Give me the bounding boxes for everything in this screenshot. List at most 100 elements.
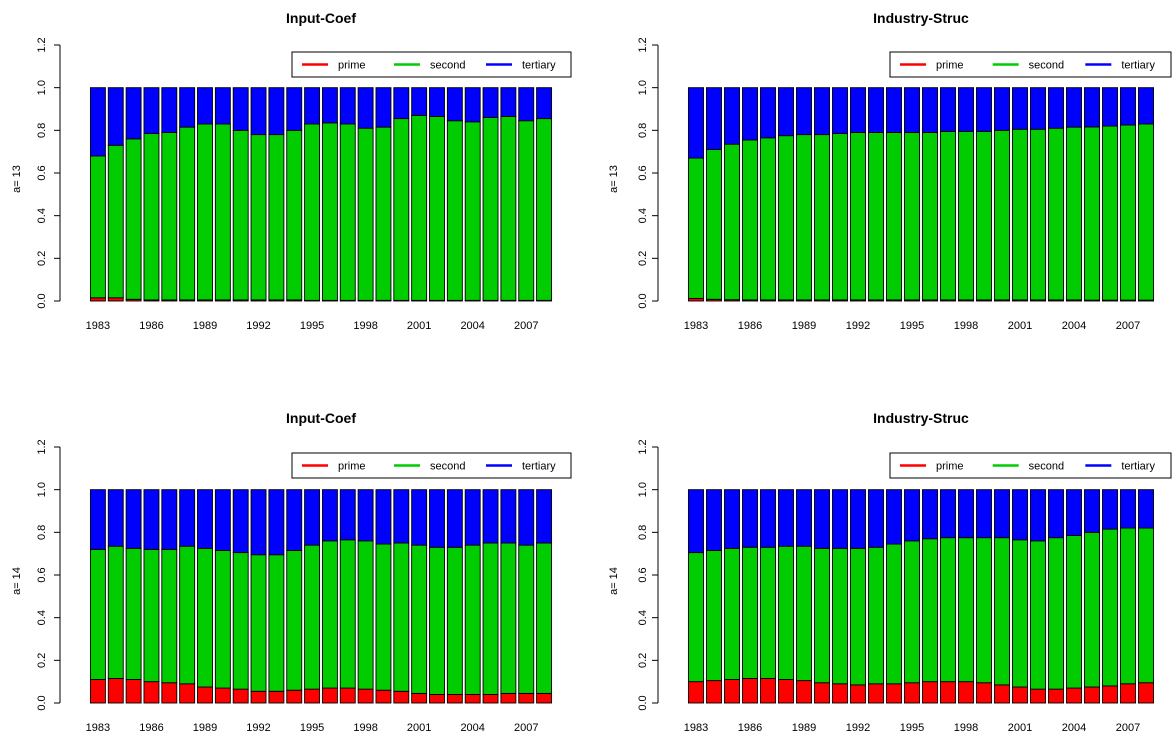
bar-prime-2003 <box>446 694 463 704</box>
bar-second-2008 <box>536 542 553 694</box>
bar-tertiary-1985 <box>723 489 741 549</box>
bar-tertiary-2008 <box>1137 489 1155 529</box>
x-tick-label: 2004 <box>1062 320 1086 332</box>
bar-prime-2005 <box>1083 686 1101 704</box>
y-axis-label: a= 13 <box>608 165 620 193</box>
bar-tertiary-1985 <box>125 489 142 549</box>
y-tick-label: 0.6 <box>637 567 649 582</box>
x-tick-label: 1983 <box>684 320 708 332</box>
bar-tertiary-2005 <box>1083 489 1101 533</box>
bar-prime-2004 <box>464 694 481 704</box>
bar-second-1999 <box>375 126 392 301</box>
bar-tertiary-2003 <box>446 87 463 122</box>
bar-prime-1986 <box>741 678 759 704</box>
bar-prime-1983 <box>687 681 705 704</box>
y-tick-label: 0.6 <box>637 165 649 180</box>
y-tick-label: 1.0 <box>36 80 48 95</box>
bar-second-1984 <box>107 144 124 299</box>
bar-second-1994 <box>885 543 903 685</box>
bar-prime-2007 <box>518 692 535 704</box>
bar-tertiary-1994 <box>286 489 303 551</box>
bar-tertiary-1997 <box>339 87 356 125</box>
bar-tertiary-2003 <box>1047 87 1065 129</box>
y-tick-label: 0.0 <box>637 695 649 710</box>
bar-tertiary-1986 <box>143 489 160 550</box>
bar-second-1996 <box>321 540 338 689</box>
bar-second-2002 <box>1029 128 1047 301</box>
bar-prime-1987 <box>161 682 178 704</box>
bar-second-1999 <box>975 537 993 684</box>
legend-box <box>889 51 1172 78</box>
x-tick-label: 1998 <box>954 320 978 332</box>
x-tick-label: 2001 <box>407 320 431 332</box>
bar-tertiary-1995 <box>903 489 921 542</box>
x-tick-label: 2007 <box>1116 722 1140 734</box>
bar-second-1987 <box>161 132 178 301</box>
bar-tertiary-2008 <box>1137 87 1155 125</box>
bar-second-1988 <box>179 126 196 301</box>
x-tick-label: 1995 <box>300 722 324 734</box>
bar-tertiary-1984 <box>107 87 124 146</box>
bar-tertiary-1983 <box>89 489 106 550</box>
bar-second-1992 <box>250 554 267 692</box>
bar-prime-1983 <box>89 297 106 302</box>
bar-second-1992 <box>849 547 867 686</box>
x-tick-label: 1989 <box>792 722 816 734</box>
chart-panel-1: Input-Coef a= 13 0.0 0.2 0.4 0.6 0.8 1.0 1.2 1983… <box>11 10 572 332</box>
bar-tertiary-1987 <box>759 87 777 139</box>
bar-prime-1993 <box>268 690 285 704</box>
legend-box <box>291 452 572 479</box>
bar-tertiary-1988 <box>179 489 196 547</box>
bar-second-1999 <box>375 543 392 691</box>
bar-second-1987 <box>161 548 178 684</box>
y-tick-label: 0.4 <box>637 610 649 625</box>
bar-second-1988 <box>777 545 795 680</box>
chart-title: Input-Coef <box>286 410 356 426</box>
bar-prime-1984 <box>107 678 124 704</box>
bar-second-1983 <box>89 548 106 680</box>
bar-prime-2002 <box>429 694 445 704</box>
bar-tertiary-1993 <box>268 489 285 556</box>
bar-tertiary-2007 <box>1119 489 1137 529</box>
bar-tertiary-1997 <box>339 489 356 541</box>
x-tick-label: 2004 <box>460 722 484 734</box>
bar-second-2006 <box>1101 528 1119 687</box>
bar-tertiary-2006 <box>1101 87 1119 127</box>
bar-prime-1996 <box>921 681 939 704</box>
bar-tertiary-2004 <box>1065 489 1083 536</box>
x-tick-label: 1989 <box>792 320 816 332</box>
x-tick-label: 2007 <box>514 320 538 332</box>
bar-tertiary-2002 <box>1029 489 1047 542</box>
x-tick-label: 1995 <box>900 722 924 734</box>
bar-tertiary-1987 <box>161 489 178 550</box>
bar-tertiary-1997 <box>939 87 957 132</box>
bar-tertiary-2006 <box>500 489 517 544</box>
y-tick-label: 0.4 <box>36 208 48 223</box>
y-tick-label: 0.8 <box>637 123 649 138</box>
x-tick-label: 1992 <box>846 320 870 332</box>
bar-second-1988 <box>777 135 795 301</box>
bar-tertiary-1992 <box>250 489 267 556</box>
y-tick-label: 1.0 <box>36 482 48 497</box>
bar-tertiary-2000 <box>993 87 1011 131</box>
chart-title: Industry-Struc <box>873 10 969 26</box>
x-tick-label: 1992 <box>246 722 270 734</box>
bar-prime-2006 <box>1101 685 1119 704</box>
x-tick-label: 1983 <box>86 722 110 734</box>
legend-label-second: second <box>430 60 465 72</box>
bar-tertiary-2001 <box>411 489 428 546</box>
bar-second-1990 <box>214 550 231 689</box>
bar-second-1997 <box>939 130 957 301</box>
bar-second-2007 <box>518 120 535 301</box>
bar-second-2003 <box>1047 537 1065 690</box>
bar-prime-1985 <box>723 679 741 704</box>
x-tick-label: 1989 <box>193 722 217 734</box>
bar-second-1999 <box>975 130 993 301</box>
bar-prime-2001 <box>1011 686 1029 704</box>
bar-second-1989 <box>197 547 213 688</box>
bar-tertiary-1996 <box>321 489 338 542</box>
bar-tertiary-1996 <box>321 87 338 124</box>
legend-label-tertiary: tertiary <box>1121 60 1155 72</box>
bar-tertiary-1983 <box>687 489 705 554</box>
